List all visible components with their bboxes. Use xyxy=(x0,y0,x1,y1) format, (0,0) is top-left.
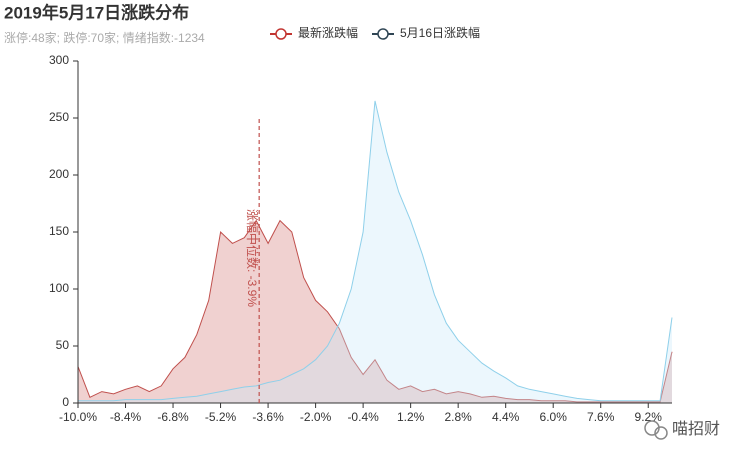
legend-label: 5月16日涨跌幅 xyxy=(400,25,480,40)
y-tick-label: 100 xyxy=(49,281,69,295)
x-tick-label: 9.2% xyxy=(635,410,663,424)
chart-title: 2019年5月17日涨跌分布 xyxy=(4,2,189,22)
chart-subtitle: 涨停:48家; 跌停:70家; 情绪指数:-1234 xyxy=(4,30,205,45)
y-tick-label: 150 xyxy=(49,224,69,238)
watermark-icon xyxy=(644,420,668,440)
y-tick-label: 300 xyxy=(49,53,69,67)
legend-marker xyxy=(377,28,389,40)
series-line xyxy=(77,219,673,403)
legend-item: 5月16日涨跌幅 xyxy=(372,25,480,40)
legend-item: 最新涨跌幅 xyxy=(270,25,358,40)
x-tick-label: 4.4% xyxy=(492,410,520,424)
x-tick-label: -3.6% xyxy=(252,410,284,424)
y-tick-label: 50 xyxy=(56,338,70,352)
x-tick-label: -6.8% xyxy=(157,410,189,424)
series-line xyxy=(78,100,673,402)
median-label: 涨幅中位数: -3.9% xyxy=(245,209,260,307)
y-tick-label: 250 xyxy=(49,110,69,124)
area-fill xyxy=(78,100,672,404)
x-tick-label: -10.0% xyxy=(59,410,97,424)
legend-label: 最新涨跌幅 xyxy=(298,25,358,40)
x-tick-label: -5.2% xyxy=(205,410,237,424)
x-tick-label: 2.8% xyxy=(444,410,472,424)
x-tick-label: 6.0% xyxy=(540,410,568,424)
y-tick-label: 200 xyxy=(49,167,69,181)
x-tick-label: 7.6% xyxy=(587,410,615,424)
y-tick-label: 0 xyxy=(62,395,69,409)
watermark: 喵招财 xyxy=(672,420,720,438)
x-tick-label: 1.2% xyxy=(397,410,425,424)
x-tick-label: -2.0% xyxy=(300,410,332,424)
x-tick-label: -0.4% xyxy=(347,410,379,424)
legend-marker xyxy=(275,28,287,40)
area-fill xyxy=(78,220,672,403)
x-tick-label: -8.4% xyxy=(110,410,142,424)
